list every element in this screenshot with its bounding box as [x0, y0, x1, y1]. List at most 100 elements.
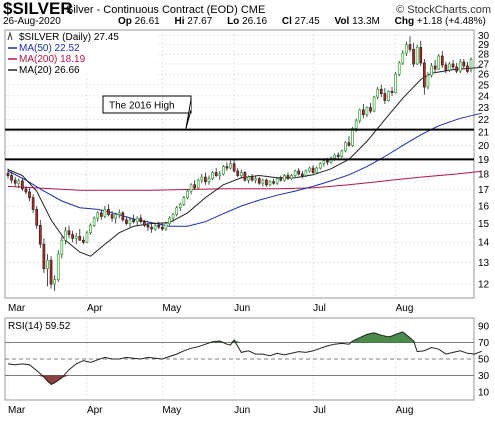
candle-body	[28, 191, 31, 198]
candle-body	[64, 230, 67, 241]
candle-body	[469, 59, 473, 69]
low-stat: Lo 26.16	[227, 16, 268, 27]
candle-body	[361, 109, 365, 116]
candle-body	[96, 212, 100, 219]
ohlc-summary: Op 26.61 Hi 27.67 Lo 26.16 Cl 27.45 Vol …	[118, 16, 495, 27]
price-axis-tick-label: 12	[478, 280, 490, 291]
candle-body	[315, 167, 319, 173]
candle-body	[250, 176, 254, 181]
candle-body	[383, 93, 387, 101]
month-label: Apr	[87, 303, 103, 314]
price-axis-tick-label: 26	[478, 70, 490, 81]
candle-body	[322, 160, 326, 165]
month-label: Jul	[313, 303, 326, 314]
rsi-axis-tick-label: 10	[478, 387, 490, 398]
candle-body	[272, 181, 275, 184]
candle-body	[218, 173, 222, 176]
price-axis-tick-label: 13	[478, 258, 490, 269]
candle-body	[193, 184, 196, 189]
candle-body	[369, 107, 372, 112]
candle-body	[415, 47, 419, 65]
candle-body	[379, 88, 383, 95]
candle-body	[437, 55, 441, 70]
candle-body	[121, 212, 125, 221]
volume-stat: Vol 13.3M	[334, 16, 380, 27]
candle-body	[229, 163, 232, 169]
price-axis-tick-label: 20	[478, 141, 490, 152]
candle-body	[10, 175, 13, 181]
price-axis-tick-label: 22	[478, 115, 490, 126]
candle-body	[448, 63, 451, 71]
price-axis-tick-label: 14	[478, 238, 490, 249]
high-stat: Hi 27.67	[174, 16, 213, 27]
candle-body	[408, 44, 412, 50]
candle-body	[232, 163, 236, 172]
candle-body	[354, 120, 358, 129]
candle-body	[297, 170, 301, 175]
candle-body	[135, 217, 139, 223]
candle-body	[71, 234, 74, 239]
candle-body	[24, 188, 28, 193]
candle-body	[430, 65, 433, 76]
candle-body	[426, 74, 430, 88]
candle-body	[82, 239, 85, 243]
candle-body	[293, 170, 297, 176]
candle-legend-icon	[7, 31, 13, 41]
ma50-legend-label: MA(50) 22.52	[19, 43, 80, 54]
candle-body	[304, 170, 308, 176]
candle-body	[157, 224, 161, 228]
candle-body	[261, 179, 265, 184]
candle-body	[275, 178, 279, 184]
candle-body	[189, 184, 193, 192]
price-axis-tick-label: 23	[478, 103, 490, 114]
rsi-axis-tick-label: 70	[478, 338, 490, 349]
candle-body	[458, 61, 462, 72]
candle-body	[196, 179, 200, 189]
candle-body	[268, 181, 272, 186]
contract-description: Silver - Continuous Contract (EOD) CME	[66, 4, 265, 16]
rsi-month-label: Apr	[87, 405, 103, 416]
price-axis-tick-label: 25	[478, 80, 490, 91]
candle-body	[351, 127, 354, 146]
price-axis-tick-label: 30	[478, 31, 490, 42]
candle-body	[336, 154, 340, 157]
candle-body	[394, 73, 397, 93]
candle-body	[340, 150, 344, 157]
candle-body	[225, 166, 229, 169]
ma200-legend-label: MA(200) 18.19	[19, 54, 86, 65]
rsi-month-label: Jun	[234, 405, 250, 416]
candle-body	[99, 212, 103, 217]
price-axis-tick-label: 28	[478, 50, 490, 61]
price-axis-tick-label: 21	[478, 128, 490, 139]
candle-body	[214, 172, 218, 176]
candle-body	[132, 219, 135, 223]
candle-body	[466, 65, 469, 72]
candle-body	[56, 253, 60, 280]
candle-body	[125, 219, 128, 224]
rsi-month-label: Jul	[313, 405, 326, 416]
candle-body	[160, 226, 164, 230]
candle-body	[405, 44, 408, 54]
rsi-axis-tick-label: 50	[478, 355, 490, 366]
candle-body	[171, 214, 175, 219]
candle-body	[60, 239, 64, 255]
rsi-overbought-fill	[8, 331, 482, 343]
candle-body	[150, 226, 153, 230]
candle-body	[182, 197, 186, 205]
candle-body	[412, 48, 415, 65]
chart-header: $SILVER Silver - Continuous Contract (EO…	[0, 0, 495, 30]
candle-body	[300, 173, 304, 176]
annotation-label: The 2016 High	[109, 101, 175, 112]
candle-body	[433, 65, 437, 70]
candle-body	[153, 224, 157, 230]
price-axis-tick-label: 19	[478, 155, 490, 166]
candle-body	[146, 224, 150, 228]
candle-body	[67, 230, 71, 235]
candle-body	[358, 109, 362, 122]
candle-body	[175, 207, 179, 215]
candle-body	[387, 91, 390, 101]
rsi-axis-tick-label: 90	[478, 322, 490, 333]
ma20-legend-label: MA(20) 26.66	[19, 65, 80, 76]
month-label: Aug	[396, 303, 414, 314]
candle-body	[254, 178, 258, 181]
